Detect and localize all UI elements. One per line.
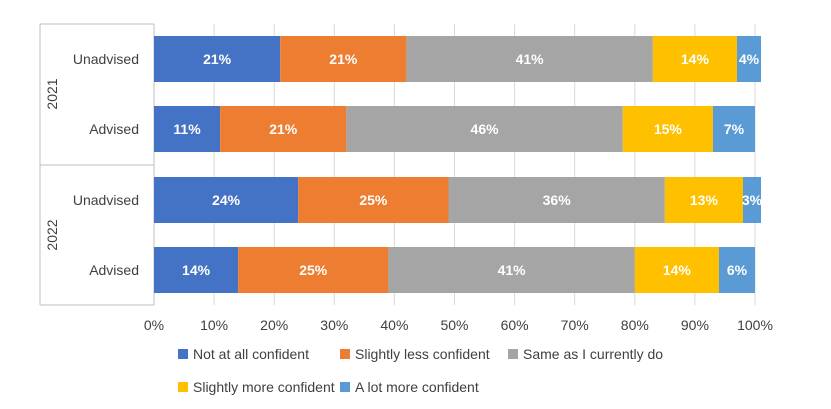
legend-item: Slightly more confident	[178, 379, 335, 395]
x-tick-label: 100%	[737, 317, 773, 333]
data-label: 46%	[471, 121, 500, 137]
legend-item: A lot more confident	[340, 379, 479, 395]
data-label: 11%	[173, 121, 201, 137]
x-tick-label: 70%	[561, 317, 589, 333]
category-label: Unadvised	[73, 192, 139, 208]
bar-segment	[742, 177, 762, 223]
bar-segment	[238, 247, 389, 293]
data-label: 25%	[299, 262, 328, 278]
data-label: 21%	[269, 121, 298, 137]
legend-item: Slightly less confident	[340, 346, 490, 362]
category-label: Advised	[89, 262, 139, 278]
data-label: 14%	[681, 51, 710, 67]
legend-swatch	[340, 382, 350, 392]
legend-label: A lot more confident	[355, 379, 479, 395]
data-label: 6%	[727, 262, 748, 278]
x-tick-label: 80%	[621, 317, 649, 333]
data-label: 41%	[516, 51, 545, 67]
data-label: 4%	[739, 51, 760, 67]
legend-label: Slightly less confident	[355, 346, 490, 362]
bar-segment	[664, 177, 743, 223]
legend-label: Not at all confident	[193, 346, 309, 362]
legend-swatch	[340, 349, 350, 359]
x-tick-label: 20%	[260, 317, 288, 333]
data-label: 13%	[690, 192, 719, 208]
x-tick-label: 60%	[501, 317, 529, 333]
legend-swatch	[508, 349, 518, 359]
bar-segment	[736, 36, 762, 82]
bar-segment	[154, 106, 221, 152]
legend-label: Same as I currently do	[523, 346, 664, 362]
x-tick-label: 40%	[380, 317, 408, 333]
data-label: 15%	[654, 121, 683, 137]
x-tick-label: 90%	[681, 317, 709, 333]
x-tick-label: 30%	[320, 317, 348, 333]
bar-segment	[652, 36, 737, 82]
bar-segment	[388, 247, 635, 293]
data-label: 14%	[182, 262, 211, 278]
data-label: 41%	[498, 262, 527, 278]
bar-segment	[712, 106, 755, 152]
data-label: 14%	[663, 262, 692, 278]
bar-segment	[634, 247, 719, 293]
x-tick-label: 50%	[440, 317, 468, 333]
x-tick-label: 0%	[144, 317, 164, 333]
bar-segment	[406, 36, 653, 82]
group-label: 2021	[44, 78, 60, 109]
category-label: Advised	[89, 121, 139, 137]
group-label: 2022	[44, 219, 60, 250]
bar-segment	[154, 247, 239, 293]
legend-swatch	[178, 382, 188, 392]
bar-segment	[718, 247, 755, 293]
data-label: 21%	[203, 51, 232, 67]
data-label: 25%	[359, 192, 388, 208]
x-tick-label: 10%	[200, 317, 228, 333]
bar-segment	[448, 177, 665, 223]
legend-label: Slightly more confident	[193, 379, 335, 395]
bar-segment	[298, 177, 449, 223]
bar-segment	[622, 106, 713, 152]
category-label: Unadvised	[73, 51, 139, 67]
bar-segment	[220, 106, 347, 152]
legend-item: Same as I currently do	[508, 346, 663, 362]
data-label: 3%	[742, 192, 763, 208]
bar-segment	[280, 36, 407, 82]
legend-swatch	[178, 349, 188, 359]
bar-segment	[154, 36, 281, 82]
bar-segment	[154, 177, 299, 223]
data-label: 7%	[724, 121, 745, 137]
data-label: 36%	[543, 192, 572, 208]
legend-item: Not at all confident	[178, 346, 309, 362]
bar-segment	[346, 106, 623, 152]
data-label: 21%	[329, 51, 358, 67]
data-label: 24%	[212, 192, 241, 208]
